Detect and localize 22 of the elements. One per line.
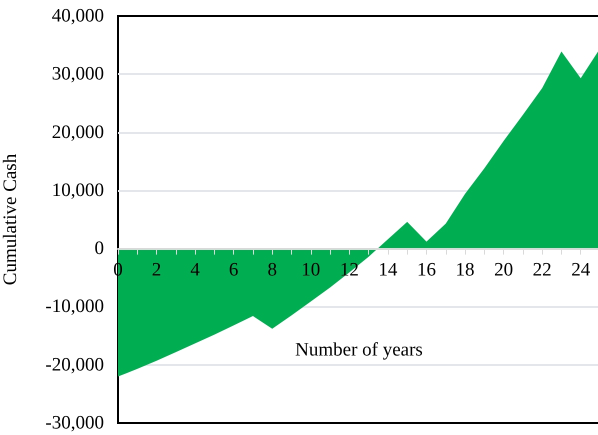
x-tick-label: 20 xyxy=(494,260,514,281)
x-tick-label: 6 xyxy=(228,260,238,281)
y-tick-label: -10,000 xyxy=(45,296,104,318)
x-tick-label: 0 xyxy=(113,260,123,281)
x-tick-label: 14 xyxy=(378,260,398,281)
y-tick-label: 0 xyxy=(94,238,104,260)
y-tick-label: -30,000 xyxy=(45,412,104,434)
y-tick-label: 40,000 xyxy=(52,6,104,26)
y-tick-label: 20,000 xyxy=(52,122,104,143)
x-tick-label: 24 xyxy=(571,260,591,281)
y-axis-title: Cumulative Cash xyxy=(0,153,21,286)
x-tick-label: 10 xyxy=(301,260,320,281)
x-tick-label: 16 xyxy=(416,260,436,281)
x-tick-label: 18 xyxy=(456,260,475,281)
y-tick-label: 10,000 xyxy=(52,180,104,201)
x-axis-title: Number of years xyxy=(295,340,423,361)
y-tick-label: 30,000 xyxy=(52,64,104,85)
y-tick-label: -20,000 xyxy=(45,354,104,376)
x-tick-label: 2 xyxy=(152,260,162,281)
x-tick-label: 22 xyxy=(532,260,552,281)
x-tick-label: 8 xyxy=(267,260,277,281)
x-tick-label: 4 xyxy=(190,260,200,281)
